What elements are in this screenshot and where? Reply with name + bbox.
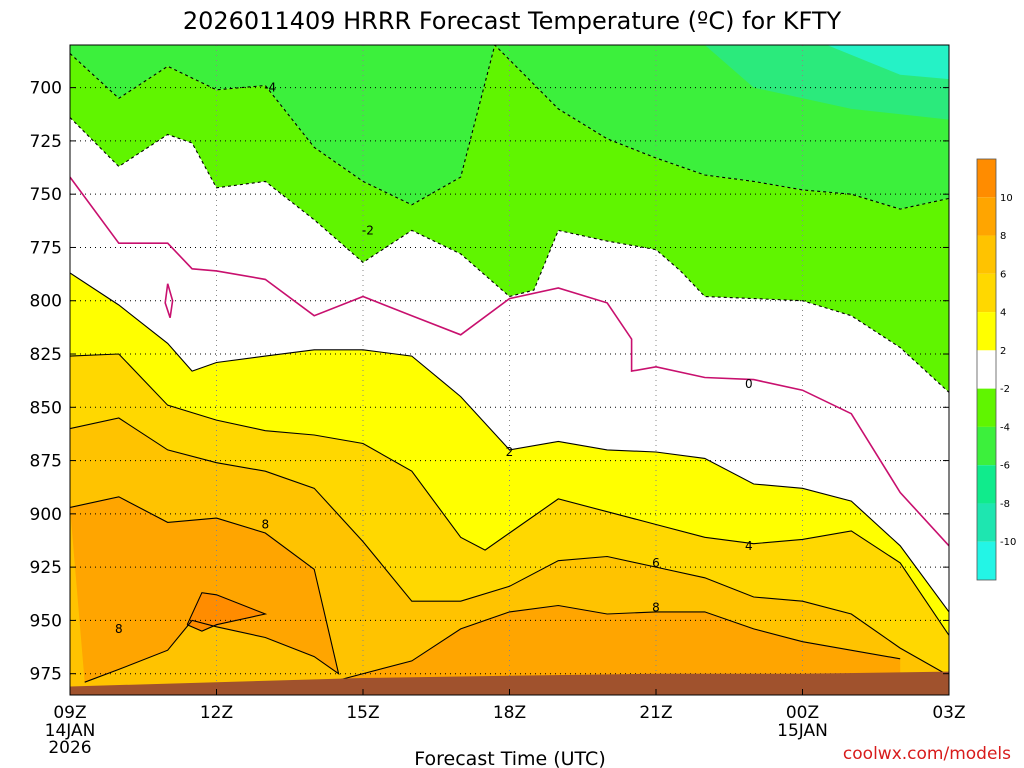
colorbar-frame bbox=[976, 158, 997, 581]
x-tick-label: 00Z bbox=[786, 703, 819, 723]
colorbar-swatch bbox=[977, 273, 996, 313]
fill-8-10-morning bbox=[70, 496, 339, 683]
colorbar: 10 8 6 4 2 -2 -4 -6 -8 -10 bbox=[976, 158, 1016, 581]
fill-minus10 bbox=[826, 45, 949, 80]
y-tick-label: 700 bbox=[30, 79, 62, 99]
colorbar-tick-label: -6 bbox=[1000, 461, 1010, 472]
colorbar-tick-label: -8 bbox=[1000, 499, 1010, 510]
fill-10-12 bbox=[187, 592, 266, 632]
y-tick-label: 800 bbox=[30, 292, 62, 312]
colorbar-tick-label: 8 bbox=[1000, 231, 1006, 242]
colorbar-swatch bbox=[977, 350, 996, 389]
contour-label: -4 bbox=[264, 81, 276, 95]
colorbar-swatch bbox=[977, 541, 996, 580]
colorbar-swatch bbox=[977, 312, 996, 351]
x-tick-label: 09Z bbox=[53, 703, 86, 723]
x-tick-sublabel: 15JAN bbox=[777, 721, 828, 741]
contour-line bbox=[186, 592, 268, 632]
colorbar-swatch bbox=[977, 426, 996, 466]
x-tick-label: 18Z bbox=[493, 703, 526, 723]
x-tick-label: 03Z bbox=[932, 703, 965, 723]
contour-label: 8 bbox=[262, 518, 270, 532]
contour-line bbox=[338, 604, 901, 681]
colorbar-tick-label: 6 bbox=[1000, 269, 1006, 280]
colorbar-tick-label: 10 bbox=[1000, 193, 1013, 204]
fill-4-6 bbox=[70, 354, 949, 676]
x-tick-sublabel: 2026 bbox=[48, 738, 91, 758]
colorbar-swatch bbox=[977, 465, 996, 504]
contour-line bbox=[70, 353, 949, 636]
x-tick-label: 12Z bbox=[200, 703, 233, 723]
y-tick-label: 950 bbox=[30, 611, 62, 631]
y-tick-label: 875 bbox=[30, 452, 62, 472]
fill-2-4 bbox=[70, 273, 949, 636]
contour-label: 8 bbox=[652, 601, 660, 615]
y-tick-label: 900 bbox=[30, 505, 62, 525]
x-tick-label: 15Z bbox=[346, 703, 379, 723]
contour-label: -2 bbox=[362, 223, 374, 237]
contour-line bbox=[70, 417, 949, 677]
chart-title: 2026011409 HRRR Forecast Temperature (ºC… bbox=[183, 7, 842, 35]
plot-area bbox=[70, 45, 949, 695]
y-tick-label: 850 bbox=[30, 398, 62, 418]
x-tick-sublabel: 14JAN bbox=[45, 721, 96, 741]
y-tick-label: 975 bbox=[30, 665, 62, 685]
gridlines bbox=[70, 45, 949, 695]
contour-line bbox=[70, 176, 949, 547]
ground-layer bbox=[70, 671, 949, 695]
y-axis: 700 725 750 775 800 825 850 875 900 925 950 975 bbox=[30, 79, 949, 685]
colorbar-tick-label: 4 bbox=[1000, 308, 1006, 319]
colorbar-tick-label: -2 bbox=[1000, 384, 1010, 395]
contour-labels: -4 -2 0 2 4 6 8 8 8 bbox=[115, 81, 753, 636]
y-tick-label: 775 bbox=[30, 238, 62, 258]
fill-below-minus4 bbox=[70, 45, 949, 210]
colorbar-tick-label: -4 bbox=[1000, 422, 1010, 433]
y-tick-label: 825 bbox=[30, 345, 62, 365]
colorbar-swatch bbox=[977, 388, 996, 427]
contour-label: 6 bbox=[652, 556, 660, 570]
contour-label: 4 bbox=[745, 539, 753, 553]
y-tick-label: 925 bbox=[30, 558, 62, 578]
contour-label: 0 bbox=[745, 377, 753, 391]
contour-line bbox=[70, 496, 340, 683]
colorbar-swatch bbox=[977, 197, 996, 236]
fill-minus4-minus2 bbox=[70, 45, 949, 393]
contour-line bbox=[164, 283, 174, 319]
colorbar-swatch bbox=[977, 503, 996, 542]
colorbar-tick-label: -10 bbox=[1000, 537, 1016, 548]
contour-label: 8 bbox=[115, 622, 123, 636]
colorbar-tick-label: 2 bbox=[1000, 346, 1006, 357]
y-tick-label: 725 bbox=[30, 132, 62, 152]
x-axis-label: Forecast Time (UTC) bbox=[414, 748, 605, 768]
credit-link[interactable]: coolwx.com/models bbox=[843, 744, 1011, 764]
contour-line bbox=[70, 272, 949, 613]
contour-label: 2 bbox=[506, 445, 514, 459]
fill-minus2-plus2 bbox=[70, 117, 949, 612]
colorbar-swatch bbox=[977, 235, 996, 274]
temperature-fills bbox=[70, 45, 949, 695]
y-tick-label: 750 bbox=[30, 185, 62, 205]
colorbar-swatch bbox=[977, 159, 996, 198]
ground-fill bbox=[70, 671, 949, 695]
contour-lines bbox=[70, 45, 949, 683]
x-tick-label: 21Z bbox=[639, 703, 672, 723]
fill-8-10-afternoon bbox=[338, 605, 901, 695]
contour-line bbox=[70, 117, 949, 393]
